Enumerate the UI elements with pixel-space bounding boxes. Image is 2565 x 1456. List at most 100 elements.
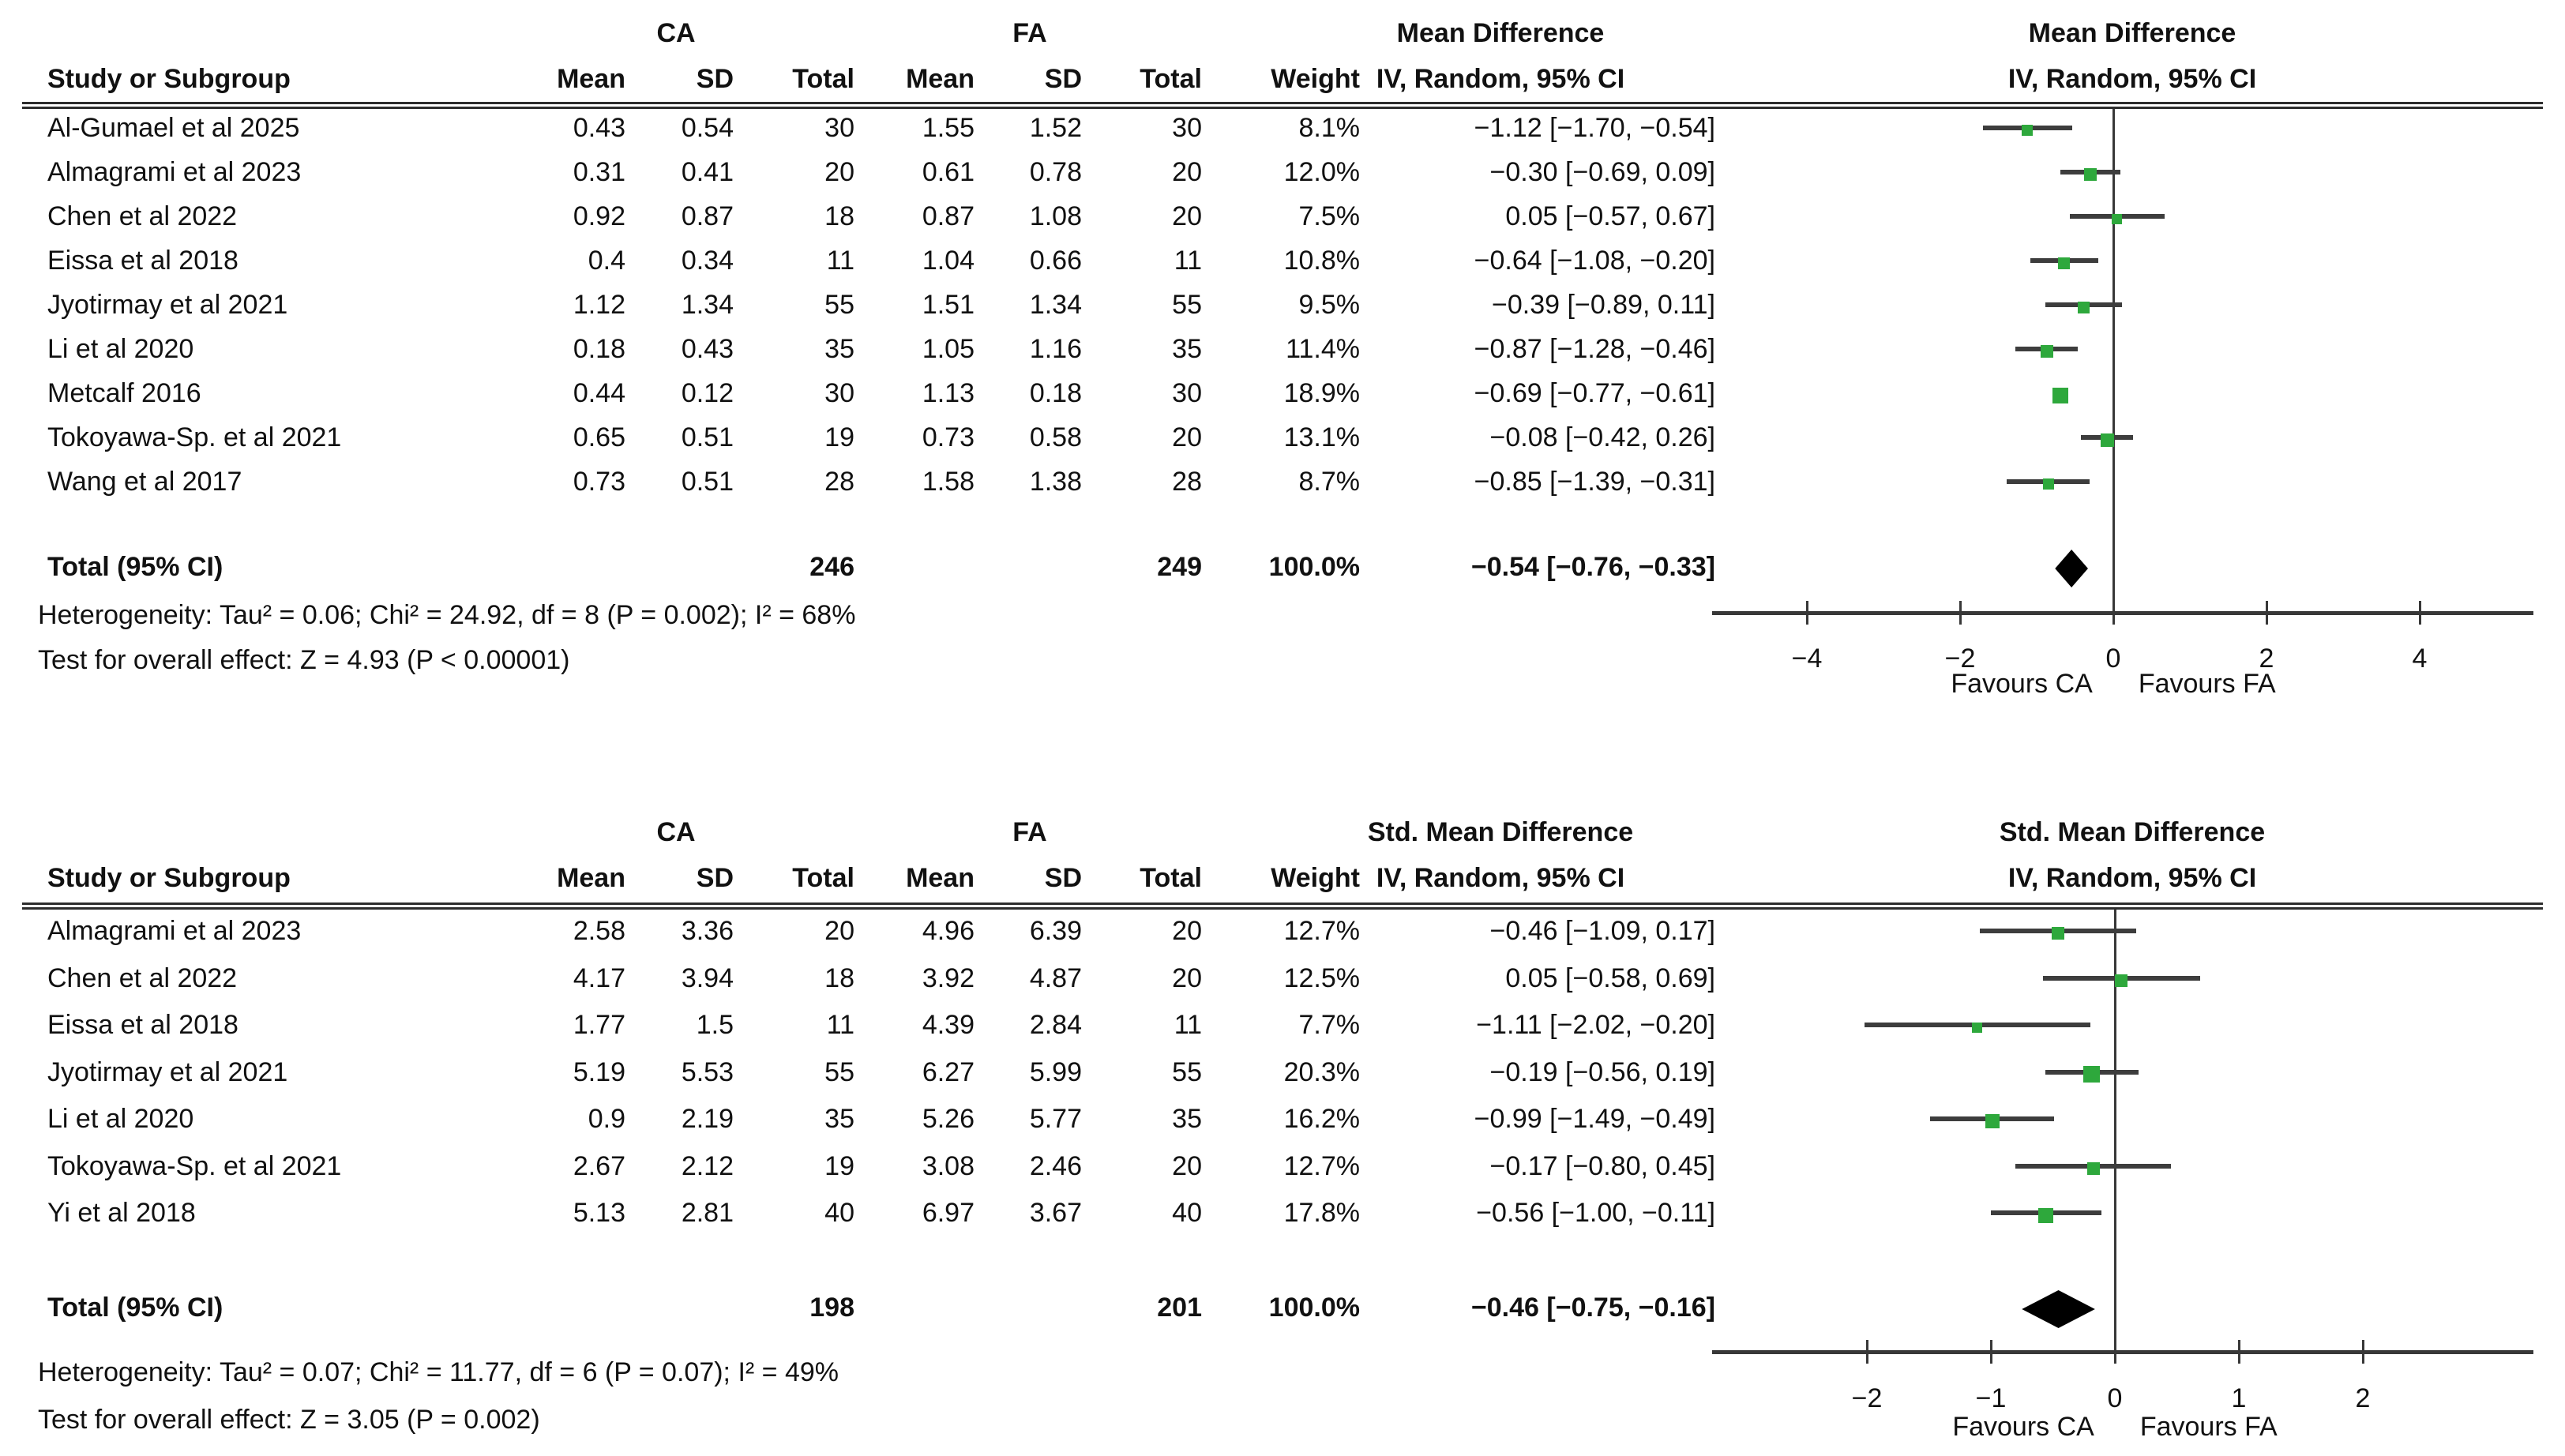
cell-value: 12.0%: [1283, 157, 1360, 187]
column-total-fa: Total: [1140, 863, 1202, 893]
effect-square: [2022, 125, 2034, 136]
effect-square: [2083, 168, 2097, 181]
cell-value: 9.5%: [1298, 290, 1361, 320]
cell-value: 20: [1172, 963, 1202, 993]
cell-value: 20: [824, 916, 854, 946]
effect-title-right: Std. Mean Difference: [1999, 817, 2266, 847]
cell-value: 11: [826, 246, 854, 276]
ci-header-right: IV, Random, 95% CI: [2007, 64, 2257, 94]
axis-tick: [2112, 601, 2115, 625]
cell-value: 0.4: [588, 246, 625, 276]
cell-value: 35: [1172, 334, 1202, 364]
group-fa-header: FA: [1012, 18, 1047, 48]
group-ca-header: CA: [656, 817, 696, 847]
favours-labels: Favours CA Favours FA: [1951, 670, 2275, 697]
cell-value: 20: [824, 157, 854, 187]
column-sd-fa: SD: [1044, 64, 1082, 94]
study-name: Wang et al 2017: [47, 467, 242, 497]
ci-header-left: IV, Random, 95% CI: [1376, 64, 1625, 94]
cell-value: 30: [1172, 378, 1202, 408]
cell-value: 1.08: [1029, 201, 1082, 231]
cell-value: 13.1%: [1283, 422, 1360, 452]
cell-value: 0.9: [588, 1104, 625, 1134]
effect-square: [2077, 301, 2090, 313]
axis-tick-label: 2: [2355, 1383, 2371, 1413]
cell-value: 8.1%: [1298, 113, 1361, 143]
cell-value: 2.58: [573, 916, 625, 946]
cell-value: 5.13: [573, 1198, 625, 1228]
study-name: Chen et al 2022: [47, 963, 238, 993]
heterogeneity-text: Heterogeneity: Tau² = 0.06; Chi² = 24.92…: [38, 600, 856, 630]
cell-value: 5.53: [681, 1056, 734, 1087]
cell-value: 11: [1174, 1010, 1202, 1040]
cell-value: 20: [1172, 157, 1202, 187]
total-diamond: [2022, 1290, 2095, 1328]
study-name: Yi et al 2018: [47, 1198, 196, 1228]
total-weight: 100.0%: [1268, 552, 1360, 582]
cell-value: 3.67: [1029, 1198, 1082, 1228]
cell-value: 11.4%: [1286, 334, 1360, 364]
cell-value: 1.51: [922, 290, 975, 320]
ci-value: 0.05 [−0.57, 0.67]: [1505, 201, 1715, 231]
study-name: Chen et al 2022: [47, 201, 238, 231]
group-fa-header: FA: [1012, 817, 1047, 847]
cell-value: 8.7%: [1298, 467, 1361, 497]
heterogeneity-text: Heterogeneity: Tau² = 0.07; Chi² = 11.77…: [38, 1357, 839, 1387]
ci-value: −1.11 [−2.02, −0.20]: [1476, 1010, 1715, 1040]
cell-value: 5.77: [1029, 1104, 1082, 1134]
total-weight: 100.0%: [1268, 1293, 1360, 1323]
ci-value: −0.46 [−1.09, 0.17]: [1489, 916, 1715, 946]
cell-value: 1.04: [922, 246, 975, 276]
ci-value: −0.99 [−1.49, −0.49]: [1474, 1104, 1715, 1134]
axis-tick: [2238, 1340, 2240, 1364]
cell-value: 2.67: [573, 1150, 625, 1181]
cell-value: 40: [1172, 1198, 1202, 1228]
cell-value: 12.7%: [1283, 916, 1360, 946]
cell-value: 0.51: [681, 467, 734, 497]
effect-square: [2058, 257, 2071, 269]
effect-square: [2112, 213, 2123, 224]
cell-value: 35: [824, 334, 854, 364]
cell-value: 3.08: [922, 1150, 975, 1181]
cell-value: 2.12: [681, 1150, 734, 1181]
cell-value: 6.27: [922, 1056, 975, 1087]
ci-value: −0.85 [−1.39, −0.31]: [1474, 467, 1715, 497]
column-mean-fa: Mean: [906, 863, 975, 893]
favours-labels: Favours CA Favours FA: [1952, 1413, 2277, 1440]
axis-tick: [2419, 601, 2421, 625]
x-axis-line: [1712, 1350, 2533, 1354]
cell-value: 28: [1172, 467, 1202, 497]
cell-value: 4.17: [573, 963, 625, 993]
cell-value: 2.81: [681, 1198, 734, 1228]
effect-square: [2052, 388, 2069, 403]
cell-value: 1.34: [1029, 290, 1082, 320]
cell-value: 0.18: [573, 334, 625, 364]
cell-value: 0.44: [573, 378, 625, 408]
cell-value: 5.26: [922, 1104, 975, 1134]
ci-value: −0.30 [−0.69, 0.09]: [1489, 157, 1715, 187]
axis-tick: [1959, 601, 1962, 625]
cell-value: 3.92: [922, 963, 975, 993]
effect-square: [2087, 1161, 2101, 1175]
column-total-ca: Total: [792, 64, 854, 94]
effect-square: [2114, 974, 2127, 987]
column-weight: Weight: [1271, 863, 1360, 893]
cell-value: 0.41: [681, 157, 734, 187]
column-total-fa: Total: [1140, 64, 1202, 94]
study-name: Tokoyawa-Sp. et al 2021: [47, 422, 342, 452]
cell-value: 10.8%: [1283, 246, 1360, 276]
cell-value: 6.97: [922, 1198, 975, 1228]
axis-tick-label: −1: [1975, 1383, 2007, 1413]
cell-value: 20: [1172, 201, 1202, 231]
total-n-ca: 198: [809, 1293, 854, 1323]
favours-left-label: Favours CA: [1952, 1412, 2094, 1442]
cell-value: 40: [824, 1198, 854, 1228]
cell-value: 5.99: [1029, 1056, 1082, 1087]
cell-value: 0.73: [922, 422, 975, 452]
cell-value: 1.38: [1029, 467, 1082, 497]
axis-tick-label: 0: [2107, 1383, 2123, 1413]
group-ca-header: CA: [656, 18, 696, 48]
effect-square: [2051, 927, 2064, 940]
cell-value: 11: [826, 1010, 854, 1040]
